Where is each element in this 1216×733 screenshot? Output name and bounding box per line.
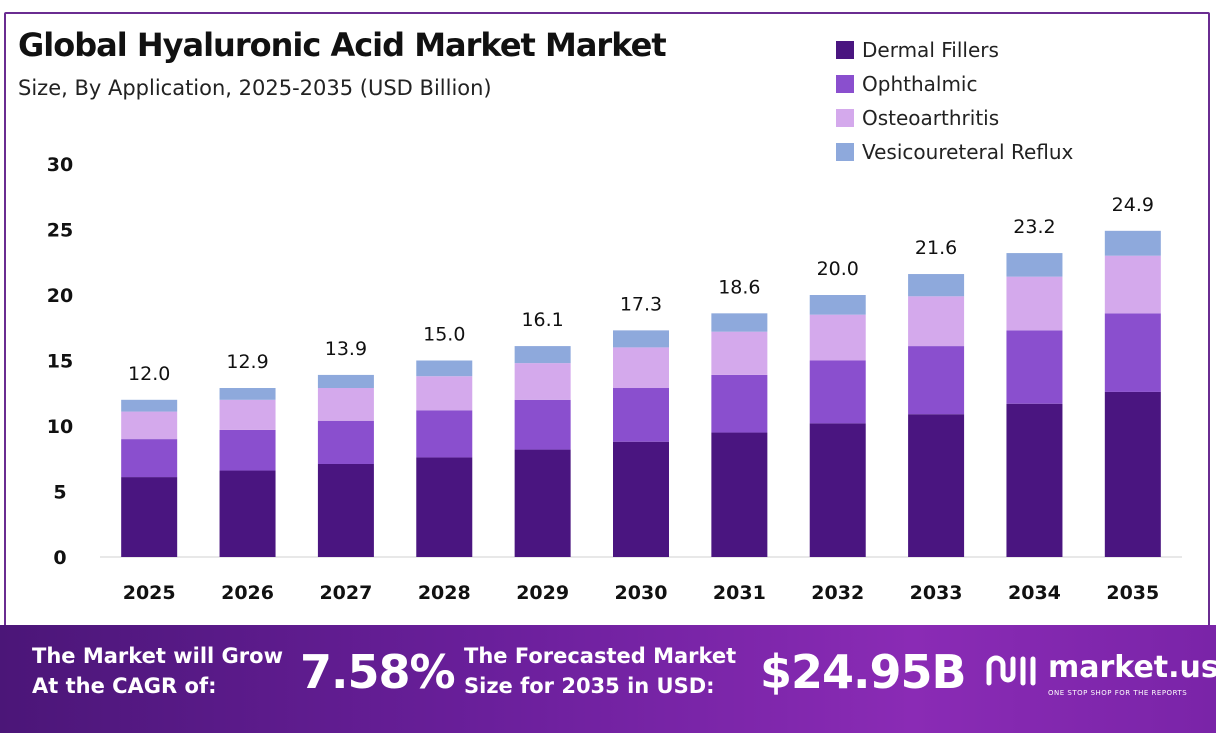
x-tick-label: 2028 xyxy=(418,582,471,604)
x-tick-label: 2033 xyxy=(910,582,963,604)
bar-segment xyxy=(219,399,276,430)
bar-segment xyxy=(1006,276,1063,331)
data-label-total: 23.2 xyxy=(1013,216,1055,238)
legend-item-dermal-fillers: Dermal Fillers xyxy=(836,33,1073,67)
brand-tagline: ONE STOP SHOP FOR THE REPORTS xyxy=(1048,689,1188,697)
bar-segment xyxy=(514,399,571,450)
cagr-caption-line2: At the CAGR of: xyxy=(32,674,217,698)
bar-segment xyxy=(809,360,866,424)
bar-segment xyxy=(1006,403,1063,557)
x-tick-label: 2026 xyxy=(221,582,274,604)
bar-segment xyxy=(1104,313,1161,392)
bar-segment xyxy=(1104,255,1161,314)
chart-subtitle: Size, By Application, 2025-2035 (USD Bil… xyxy=(18,76,492,100)
legend-label: Ophthalmic xyxy=(862,72,978,96)
legend-item-osteoarthritis: Osteoarthritis xyxy=(836,101,1073,135)
bar-segment xyxy=(317,463,374,557)
forecast-caption-line2: Size for 2035 in USD: xyxy=(464,674,715,698)
bar-segment xyxy=(908,414,965,557)
x-tick-label: 2030 xyxy=(615,582,668,604)
x-tick-label: 2035 xyxy=(1106,582,1159,604)
y-tick-label: 5 xyxy=(53,482,66,504)
cagr-caption-line1: The Market will Grow xyxy=(32,644,283,668)
legend-item-vesicoureteral-reflux: Vesicoureteral Reflux xyxy=(836,135,1073,169)
bar-segment xyxy=(514,363,571,400)
bar-segment xyxy=(613,330,669,348)
bar-segment xyxy=(908,346,965,415)
data-label-total: 16.1 xyxy=(521,309,563,331)
bar-segment xyxy=(711,432,768,557)
data-label-total: 13.9 xyxy=(325,338,367,360)
y-tick-label: 25 xyxy=(47,220,73,242)
bar-segment xyxy=(121,477,178,557)
data-label-total: 12.0 xyxy=(128,363,170,385)
y-tick-label: 10 xyxy=(47,416,73,438)
legend-swatch xyxy=(836,143,854,161)
bar-segment xyxy=(1104,391,1161,557)
data-label-total: 17.3 xyxy=(620,293,662,315)
bar-segment xyxy=(416,457,473,557)
legend-label: Vesicoureteral Reflux xyxy=(862,140,1074,164)
bar-segment xyxy=(613,441,669,557)
y-tick-label: 0 xyxy=(53,547,66,569)
bar-segment xyxy=(317,388,374,421)
bar-segment xyxy=(908,296,965,347)
bar-segment xyxy=(514,449,571,557)
x-tick-label: 2032 xyxy=(811,582,864,604)
bar-segment xyxy=(613,347,669,389)
bar-segment xyxy=(908,274,965,297)
bar-segment xyxy=(416,376,473,411)
cagr-value: 7.58% xyxy=(300,645,456,699)
x-tick-label: 2027 xyxy=(319,582,372,604)
footer-banner: The Market will Grow At the CAGR of: 7.5… xyxy=(0,625,1216,733)
x-tick-label: 2029 xyxy=(516,582,569,604)
bar-segment xyxy=(416,360,473,377)
data-label-total: 12.9 xyxy=(226,351,268,373)
bar-segment xyxy=(219,388,276,400)
bar-segment xyxy=(809,423,866,557)
bar-segment xyxy=(613,388,669,442)
market-us-logo-icon xyxy=(986,655,1036,686)
bar-segment xyxy=(711,374,768,433)
bar-segment xyxy=(416,410,473,458)
bar-segment xyxy=(809,314,866,361)
bar-segment xyxy=(1006,253,1063,277)
data-label-total: 18.6 xyxy=(718,276,760,298)
legend-swatch xyxy=(836,41,854,59)
legend-item-ophthalmic: Ophthalmic xyxy=(836,67,1073,101)
x-tick-label: 2034 xyxy=(1008,582,1061,604)
y-tick-label: 15 xyxy=(47,351,73,373)
y-tick-label: 20 xyxy=(47,285,73,307)
bar-segment xyxy=(317,420,374,464)
legend-label: Dermal Fillers xyxy=(862,38,999,62)
brand-name: market.us xyxy=(1048,650,1216,685)
data-label-total: 21.6 xyxy=(915,237,957,259)
stacked-bar-chart: 05101520253012.0202512.9202613.9202715.0… xyxy=(47,154,1182,604)
bar-segment xyxy=(317,374,374,389)
bar-segment xyxy=(711,331,768,375)
data-label-total: 15.0 xyxy=(423,324,465,346)
legend-swatch xyxy=(836,75,854,93)
bar-segment xyxy=(1006,330,1063,404)
bar-segment xyxy=(121,411,178,440)
legend: Dermal Fillers Ophthalmic Osteoarthritis… xyxy=(836,33,1073,169)
legend-swatch xyxy=(836,109,854,127)
x-tick-label: 2025 xyxy=(123,582,176,604)
forecast-caption-line1: The Forecasted Market xyxy=(464,644,737,668)
forecast-value: $24.95B xyxy=(760,645,967,699)
data-label-total: 24.9 xyxy=(1112,194,1154,216)
bar-segment xyxy=(809,295,866,315)
bar-segment xyxy=(121,439,178,478)
y-tick-label: 30 xyxy=(47,154,73,176)
bar-segment xyxy=(219,429,276,471)
bar-segment xyxy=(121,399,178,412)
bar-segment xyxy=(1104,230,1161,256)
x-tick-label: 2031 xyxy=(713,582,766,604)
bar-segment xyxy=(514,346,571,364)
legend-label: Osteoarthritis xyxy=(862,106,1000,130)
chart-title: Global Hyaluronic Acid Market Market xyxy=(18,26,667,64)
bar-segment xyxy=(219,470,276,557)
bar-segment xyxy=(711,313,768,332)
data-label-total: 20.0 xyxy=(817,258,859,280)
